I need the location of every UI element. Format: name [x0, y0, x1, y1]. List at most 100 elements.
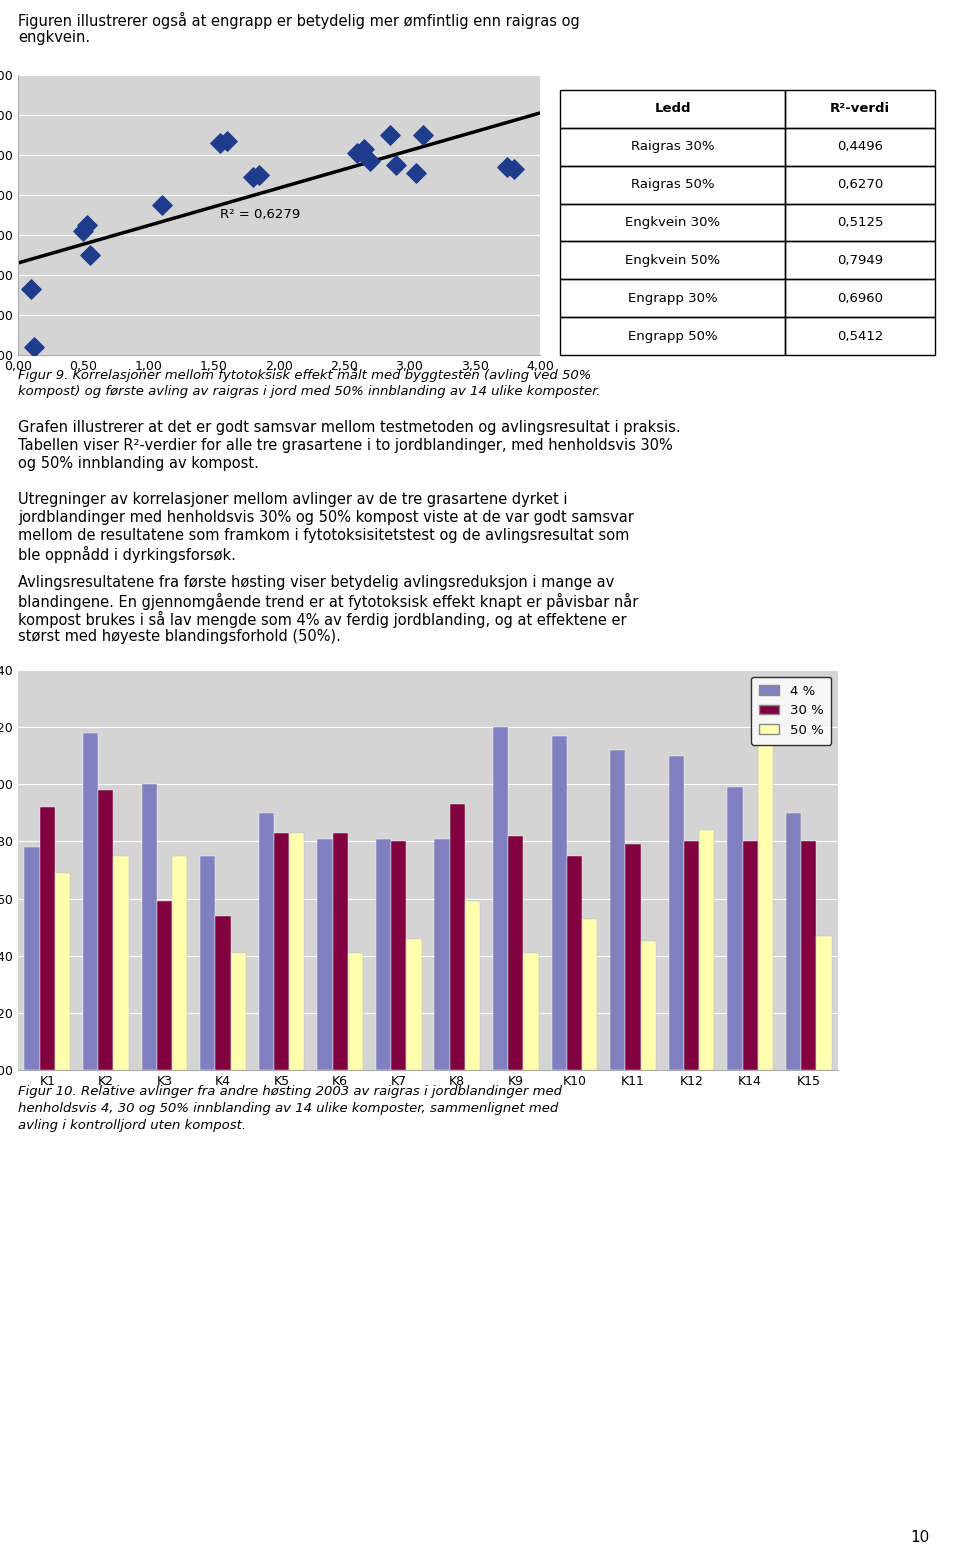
Point — [408, 160, 423, 185]
Text: blandingene. En gjennomgående trend er at fytotoksisk effekt knapt er påvisbar n: blandingene. En gjennomgående trend er a… — [18, 593, 638, 610]
Text: 0,6270: 0,6270 — [837, 177, 883, 191]
Bar — [669, 756, 684, 1071]
Bar — [786, 812, 801, 1071]
Text: Ledd: Ledd — [655, 103, 691, 115]
Bar — [508, 836, 523, 1071]
Point — [245, 165, 260, 190]
Bar — [156, 901, 172, 1071]
Bar — [55, 873, 70, 1071]
Text: og 50% innblanding av kompost.: og 50% innblanding av kompost. — [18, 456, 259, 471]
Text: 0,6960: 0,6960 — [837, 291, 883, 305]
Bar — [816, 935, 831, 1071]
Bar — [566, 856, 582, 1071]
Bar — [728, 787, 742, 1071]
Point — [23, 277, 38, 302]
Text: 10: 10 — [911, 1530, 930, 1545]
Point — [154, 193, 169, 218]
Point — [76, 218, 91, 243]
Text: R²-verdi: R²-verdi — [830, 103, 890, 115]
Point — [83, 243, 98, 268]
Bar — [582, 918, 597, 1071]
Text: Engrapp 50%: Engrapp 50% — [628, 330, 717, 342]
Text: Utregninger av korrelasjoner mellom avlinger av de tre grasartene dyrket i: Utregninger av korrelasjoner mellom avli… — [18, 492, 567, 507]
Bar — [259, 812, 274, 1071]
Text: Engkvein 50%: Engkvein 50% — [625, 254, 720, 268]
Text: Figuren illustrerer også at engrapp er betydelig mer ømfintlig enn raigras og: Figuren illustrerer også at engrapp er b… — [18, 12, 580, 30]
Bar — [560, 279, 785, 317]
Text: Figur 9. Korrelasjoner mellom fytotoksisk effekt målt med byggtesten (avling ved: Figur 9. Korrelasjoner mellom fytotoksis… — [18, 369, 591, 381]
Bar — [318, 839, 332, 1071]
Point — [219, 129, 234, 154]
Bar — [611, 750, 625, 1071]
Bar — [274, 832, 289, 1071]
Point — [500, 154, 516, 179]
Text: ble oppnådd i dyrkingsforsøk.: ble oppnådd i dyrkingsforsøk. — [18, 546, 236, 563]
Bar — [406, 938, 421, 1071]
Text: størst med høyeste blandingsforhold (50%).: størst med høyeste blandingsforhold (50%… — [18, 629, 341, 644]
Bar — [801, 842, 816, 1071]
Bar — [757, 744, 773, 1071]
Bar — [39, 808, 55, 1071]
Point — [415, 123, 430, 148]
Bar — [560, 90, 785, 128]
Bar — [560, 317, 785, 355]
Bar — [376, 839, 391, 1071]
Bar — [552, 736, 566, 1071]
Point — [382, 123, 397, 148]
Text: Avlingsresultatene fra første høsting viser betydelig avlingsreduksjon i mange a: Avlingsresultatene fra første høsting vi… — [18, 576, 614, 590]
Bar — [98, 790, 113, 1071]
Legend: 4 %, 30 %, 50 %: 4 %, 30 %, 50 % — [752, 677, 831, 745]
Text: kompost) og første avling av raigras i jord med 50% innblanding av 14 ulike komp: kompost) og første avling av raigras i j… — [18, 384, 601, 398]
Bar — [230, 952, 246, 1071]
Point — [506, 157, 521, 182]
Bar — [625, 845, 640, 1071]
Bar — [200, 856, 215, 1071]
Bar — [113, 856, 129, 1071]
Point — [26, 335, 41, 359]
Bar — [785, 166, 935, 204]
Bar — [332, 832, 348, 1071]
Bar — [348, 952, 363, 1071]
Bar — [684, 842, 699, 1071]
Point — [212, 131, 228, 156]
Point — [252, 162, 267, 187]
Text: Grafen illustrerer at det er godt samsvar mellom testmetoden og avlingsresultat : Grafen illustrerer at det er godt samsva… — [18, 420, 681, 436]
Point — [363, 148, 378, 173]
Bar — [172, 856, 187, 1071]
Bar — [785, 90, 935, 128]
Bar — [785, 241, 935, 279]
Bar — [699, 829, 714, 1071]
Bar — [785, 128, 935, 166]
Bar — [493, 727, 508, 1071]
Bar — [785, 204, 935, 241]
Bar — [391, 842, 406, 1071]
Bar — [215, 916, 230, 1071]
Bar — [560, 204, 785, 241]
Text: Engkvein 30%: Engkvein 30% — [625, 216, 720, 229]
Text: Engrapp 30%: Engrapp 30% — [628, 291, 717, 305]
Text: Tabellen viser R²-verdier for alle tre grasartene i to jordblandinger, med henho: Tabellen viser R²-verdier for alle tre g… — [18, 437, 673, 453]
Text: 0,4496: 0,4496 — [837, 140, 883, 154]
Point — [389, 152, 404, 177]
Text: mellom de resultatene som framkom i fytotoksisitetstest og de avlingsresultat so: mellom de resultatene som framkom i fyto… — [18, 527, 630, 543]
Text: Raigras 50%: Raigras 50% — [631, 177, 714, 191]
Bar — [785, 279, 935, 317]
Point — [349, 140, 365, 165]
Bar — [560, 166, 785, 204]
Text: henholdsvis 4, 30 og 50% innblanding av 14 ulike komposter, sammenlignet med: henholdsvis 4, 30 og 50% innblanding av … — [18, 1102, 559, 1116]
Text: engkvein.: engkvein. — [18, 30, 90, 45]
Bar — [24, 846, 39, 1071]
Bar — [560, 241, 785, 279]
Text: kompost brukes i så lav mengde som 4% av ferdig jordblanding, og at effektene er: kompost brukes i så lav mengde som 4% av… — [18, 612, 627, 629]
Bar — [465, 901, 480, 1071]
Bar — [785, 317, 935, 355]
Bar — [83, 733, 98, 1071]
Text: 0,7949: 0,7949 — [837, 254, 883, 268]
Text: 0,5412: 0,5412 — [837, 330, 883, 342]
Bar — [640, 941, 656, 1071]
Point — [80, 213, 95, 238]
Text: Figur 10. Relative avlinger fra andre høsting 2003 av raigras i jordblandinger m: Figur 10. Relative avlinger fra andre hø… — [18, 1085, 562, 1099]
Bar — [435, 839, 449, 1071]
Bar — [560, 128, 785, 166]
Point — [356, 137, 372, 162]
